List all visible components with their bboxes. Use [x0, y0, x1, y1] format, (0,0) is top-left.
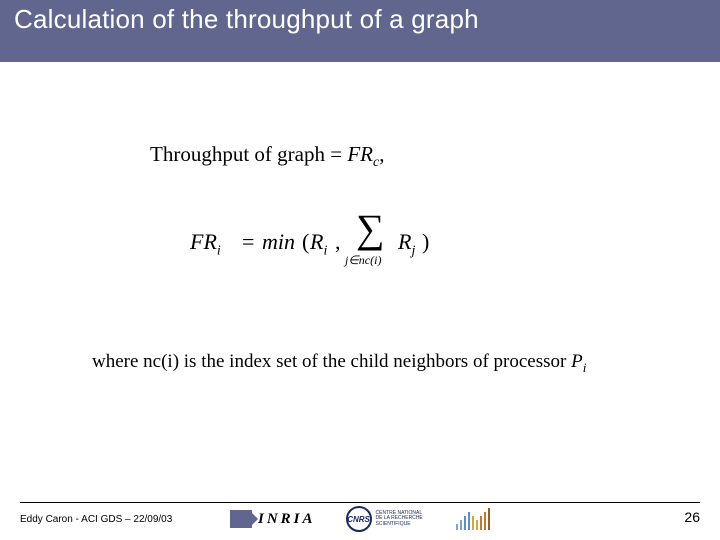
eq-paren-right: ): [422, 229, 429, 255]
eq-ri: Ri: [310, 229, 327, 259]
inria-logo-icon: [230, 510, 252, 528]
bars-logo-bar: [464, 516, 466, 530]
bars-logo-bar: [472, 516, 474, 530]
equation-where: where nc(i) is the index set of the chil…: [92, 351, 680, 376]
cnrs-logo-text: CENTRE NATIONAL DE LA RECHERCHE SCIENTIF…: [376, 511, 426, 528]
page-number: 26: [684, 509, 700, 525]
bars-logo-bar: [476, 520, 478, 530]
cnrs-logo-icon: CNRS: [346, 506, 372, 532]
eq-sigma-sub: j∈nc(i): [345, 253, 381, 268]
where-prefix: where nc(i) is the index set of the chil…: [92, 351, 571, 372]
equation-fri: FRi = min ( Ri , ∑ j∈nc(i) Rj ): [190, 211, 680, 291]
where-sub: i: [583, 360, 587, 375]
equation-throughput-label: Throughput of graph: [150, 142, 325, 166]
eq-sign: =: [242, 229, 254, 255]
footer-author: Eddy Caron - ACI GDS – 22/09/03: [20, 514, 172, 525]
eq-rj: Rj: [398, 229, 415, 259]
bars-logo-bar: [480, 516, 482, 530]
bars-logo-bar: [460, 520, 462, 530]
equation-throughput-trailing: ,: [379, 142, 384, 166]
equation-throughput-rhs-sym: FR: [347, 142, 373, 166]
eq-paren-left: (: [302, 229, 309, 255]
title-band: Calculation of the throughput of a graph: [0, 0, 720, 62]
bars-logo-bar: [456, 524, 458, 530]
eq-min: min: [262, 229, 295, 255]
footer-divider: [20, 502, 700, 503]
footer-logos: INRIA CNRS CENTRE NATIONAL DE LA RECHERC…: [230, 506, 490, 532]
equation-throughput: Throughput of graph = FRc,: [150, 142, 680, 171]
inria-logo-text: INRIA: [258, 511, 316, 528]
eq-arg-sep: ,: [335, 229, 341, 255]
bars-logo: [456, 508, 490, 530]
slide: Calculation of the throughput of a graph…: [0, 0, 720, 540]
eq-lhs: FRi: [190, 229, 221, 259]
slide-content: Throughput of graph = FRc, FRi = min ( R…: [0, 62, 720, 488]
cnrs-logo: CNRS CENTRE NATIONAL DE LA RECHERCHE SCI…: [346, 506, 426, 532]
where-sym: P: [571, 351, 583, 372]
slide-title: Calculation of the throughput of a graph: [14, 4, 479, 35]
bars-logo-bar: [488, 508, 490, 530]
bars-logo-bar: [468, 512, 470, 530]
bars-logo-bar: [484, 512, 486, 530]
eq-sigma: ∑: [356, 209, 385, 249]
inria-logo: INRIA: [230, 510, 316, 528]
